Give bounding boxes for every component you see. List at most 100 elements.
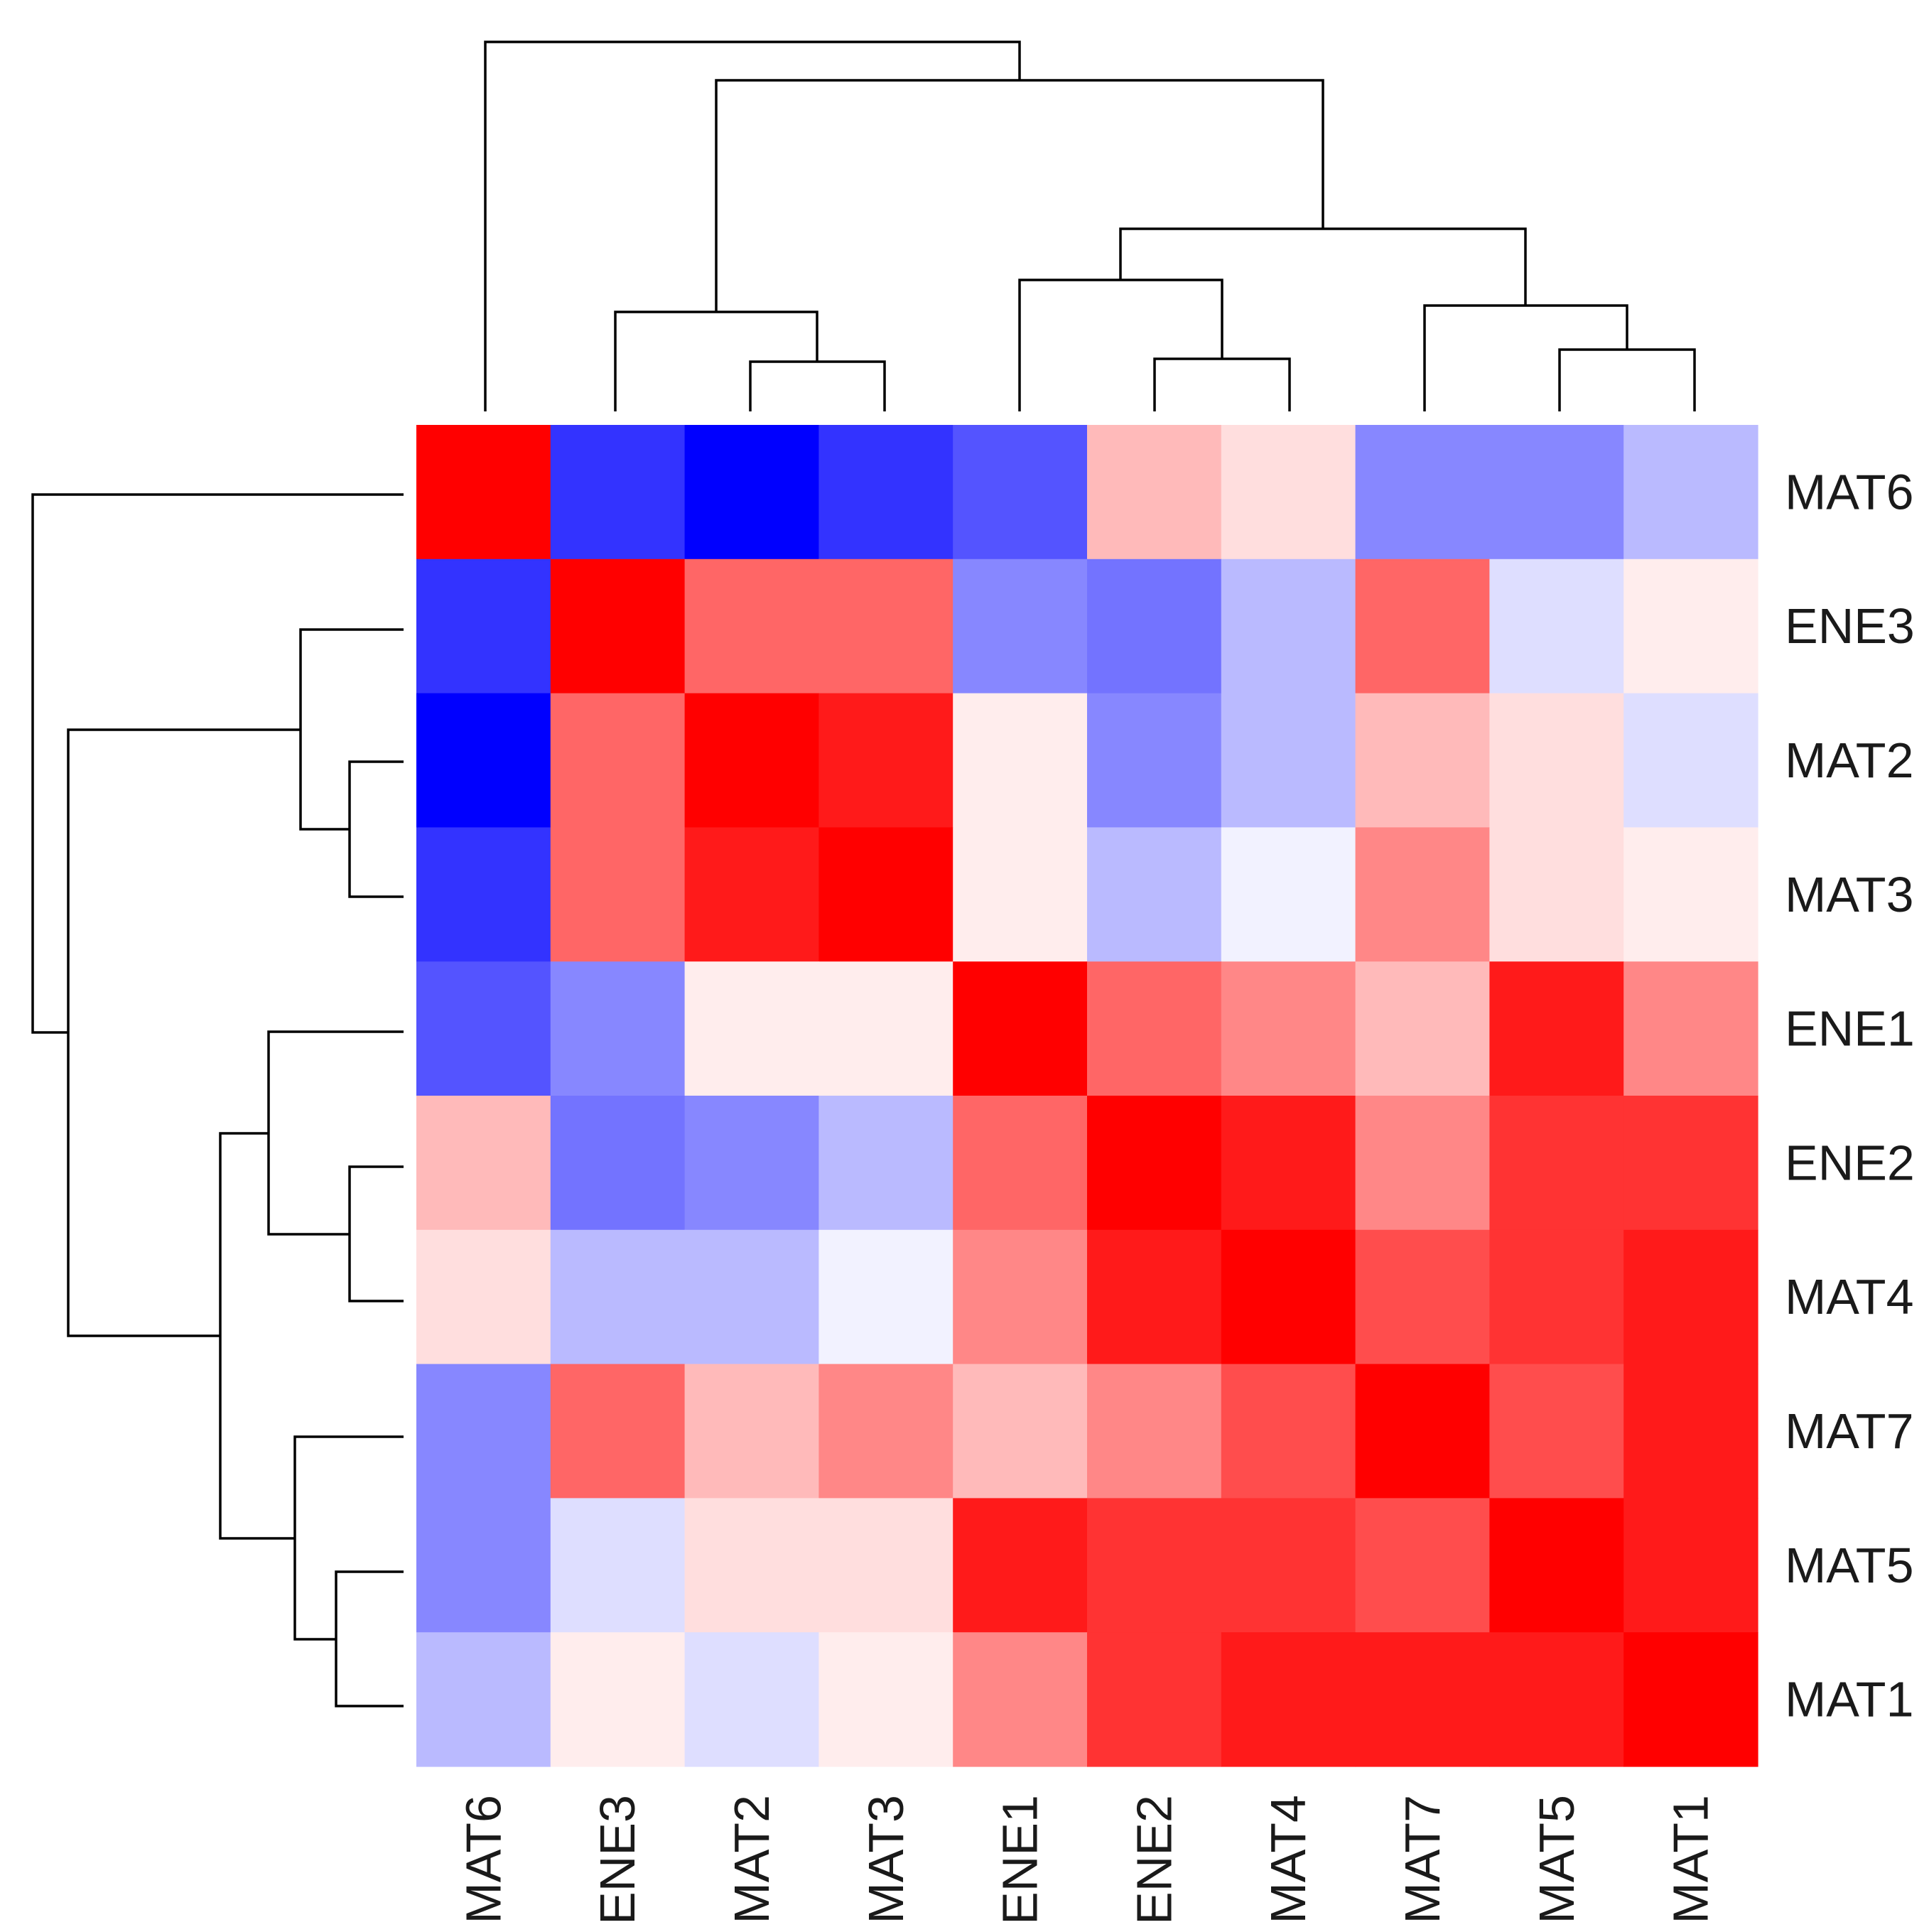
- cell-mat5-mat2: [684, 1498, 819, 1633]
- cell-ene3-mat7: [1355, 558, 1490, 694]
- cell-ene3-mat3: [818, 558, 953, 694]
- cell-mat4-mat6: [416, 1229, 551, 1365]
- cell-ene2-mat2: [684, 1096, 819, 1231]
- cell-mat5-ene1: [953, 1498, 1088, 1633]
- cell-mat4-mat7: [1355, 1229, 1490, 1365]
- row-label: ENE1: [1785, 1001, 1915, 1057]
- col-dendro-link-ene2-mat4: [1153, 357, 1291, 411]
- column-label: MAT1: [1663, 1795, 1719, 1924]
- cell-mat3-mat2: [684, 827, 819, 962]
- row-dendro-link-mat5-mat1: [335, 1570, 404, 1707]
- cell-mat1-ene2: [1087, 1632, 1222, 1767]
- cell-ene3-mat6: [416, 558, 551, 694]
- row-label: MAT1: [1785, 1672, 1914, 1727]
- cell-ene1-ene3: [550, 961, 686, 1096]
- column-label: MAT2: [724, 1795, 779, 1924]
- cell-mat1-mat7: [1355, 1632, 1490, 1767]
- cell-mat1-ene3: [550, 1632, 686, 1767]
- column-label: MAT3: [858, 1795, 914, 1924]
- cell-ene1-mat3: [818, 961, 953, 1096]
- cell-mat3-mat4: [1221, 827, 1356, 962]
- column-dendrogram: [484, 41, 1696, 411]
- cell-ene1-ene2: [1087, 961, 1222, 1096]
- cell-mat6-ene2: [1087, 425, 1222, 560]
- cell-ene2-mat5: [1489, 1096, 1624, 1231]
- cell-ene1-mat7: [1355, 961, 1490, 1096]
- cell-mat7-mat4: [1221, 1364, 1356, 1499]
- cell-mat6-mat4: [1221, 425, 1356, 560]
- cell-mat6-mat5: [1489, 425, 1624, 560]
- cell-mat1-mat2: [684, 1632, 819, 1767]
- row-dendro-link-ene-mat-cluster: [219, 1132, 295, 1540]
- cell-ene2-ene2: [1087, 1096, 1222, 1231]
- cell-mat5-ene3: [550, 1498, 686, 1633]
- column-label: MAT4: [1260, 1795, 1316, 1924]
- cell-ene1-mat2: [684, 961, 819, 1096]
- row-dendro-link-main-cluster: [67, 728, 301, 1337]
- row-label: MAT4: [1785, 1269, 1914, 1324]
- row-dendro-link-ene2-mat4: [348, 1165, 404, 1302]
- cell-ene1-ene1: [953, 961, 1088, 1096]
- cell-ene2-ene3: [550, 1096, 686, 1231]
- cell-ene2-ene1: [953, 1096, 1088, 1231]
- cell-mat1-mat3: [818, 1632, 953, 1767]
- cell-mat4-mat4: [1221, 1229, 1356, 1365]
- cell-mat7-mat1: [1623, 1364, 1758, 1499]
- row-dendro-link-ene3-cluster: [299, 628, 404, 831]
- cell-mat2-mat5: [1489, 693, 1624, 828]
- row-label: ENE3: [1785, 598, 1915, 654]
- cell-ene2-mat7: [1355, 1096, 1490, 1231]
- cell-mat3-ene3: [550, 827, 686, 962]
- cell-mat2-ene1: [953, 693, 1088, 828]
- column-label: MAT6: [455, 1795, 511, 1924]
- cell-ene3-ene2: [1087, 558, 1222, 694]
- heatmap-cells: [416, 425, 1758, 1767]
- cell-mat6-mat1: [1623, 425, 1758, 560]
- cell-mat3-mat6: [416, 827, 551, 962]
- cell-ene3-ene1: [953, 558, 1088, 694]
- cell-mat7-ene2: [1087, 1364, 1222, 1499]
- cell-ene3-mat2: [684, 558, 819, 694]
- cell-mat4-mat5: [1489, 1229, 1624, 1365]
- cell-mat6-ene1: [953, 425, 1088, 560]
- cell-mat3-mat3: [818, 827, 953, 962]
- cell-mat4-ene1: [953, 1229, 1088, 1365]
- column-label: ENE2: [1126, 1795, 1182, 1925]
- cell-mat5-mat1: [1623, 1498, 1758, 1633]
- col-dendro-link-mat2-mat3: [749, 360, 886, 411]
- cell-ene3-mat5: [1489, 558, 1624, 694]
- column-labels: MAT6 ENE3 MAT2 MAT3 ENE1 ENE2 MAT4 MAT7 MAT5 MAT1: [455, 1795, 1718, 1925]
- row-dendro-link-mat2-mat3: [348, 760, 404, 898]
- cell-mat2-mat1: [1623, 693, 1758, 828]
- cell-ene3-mat4: [1221, 558, 1356, 694]
- col-dendro-link-ene1-cluster: [1018, 279, 1223, 411]
- row-label: MAT7: [1785, 1403, 1914, 1459]
- row-label: ENE2: [1785, 1135, 1915, 1190]
- cell-mat1-mat5: [1489, 1632, 1624, 1767]
- cell-mat1-mat1: [1623, 1632, 1758, 1767]
- col-dendro-link-main-cluster: [715, 79, 1324, 312]
- cell-mat4-mat2: [684, 1229, 819, 1365]
- cell-mat1-mat4: [1221, 1632, 1356, 1767]
- cell-ene2-mat1: [1623, 1096, 1758, 1231]
- cell-mat4-mat1: [1623, 1229, 1758, 1365]
- row-label: MAT3: [1785, 867, 1914, 922]
- column-label: MAT5: [1529, 1795, 1584, 1924]
- cell-mat4-mat3: [818, 1229, 953, 1365]
- cell-ene2-mat6: [416, 1096, 551, 1231]
- cell-mat3-ene2: [1087, 827, 1222, 962]
- cell-ene2-mat3: [818, 1096, 953, 1231]
- row-labels: MAT6 ENE3 MAT2 MAT3 ENE1 ENE2 MAT4 MAT7 MAT5 MAT1: [1785, 464, 1915, 1727]
- cell-mat7-ene1: [953, 1364, 1088, 1499]
- cell-ene1-mat4: [1221, 961, 1356, 1096]
- cell-mat5-ene2: [1087, 1498, 1222, 1633]
- cell-mat7-mat7: [1355, 1364, 1490, 1499]
- cell-mat5-mat3: [818, 1498, 953, 1633]
- cell-mat5-mat4: [1221, 1498, 1356, 1633]
- cell-mat6-mat3: [818, 425, 953, 560]
- cell-mat2-mat2: [684, 693, 819, 828]
- cell-mat2-ene3: [550, 693, 686, 828]
- cell-mat7-ene3: [550, 1364, 686, 1499]
- column-label: ENE1: [993, 1795, 1048, 1925]
- cell-mat6-ene3: [550, 425, 686, 560]
